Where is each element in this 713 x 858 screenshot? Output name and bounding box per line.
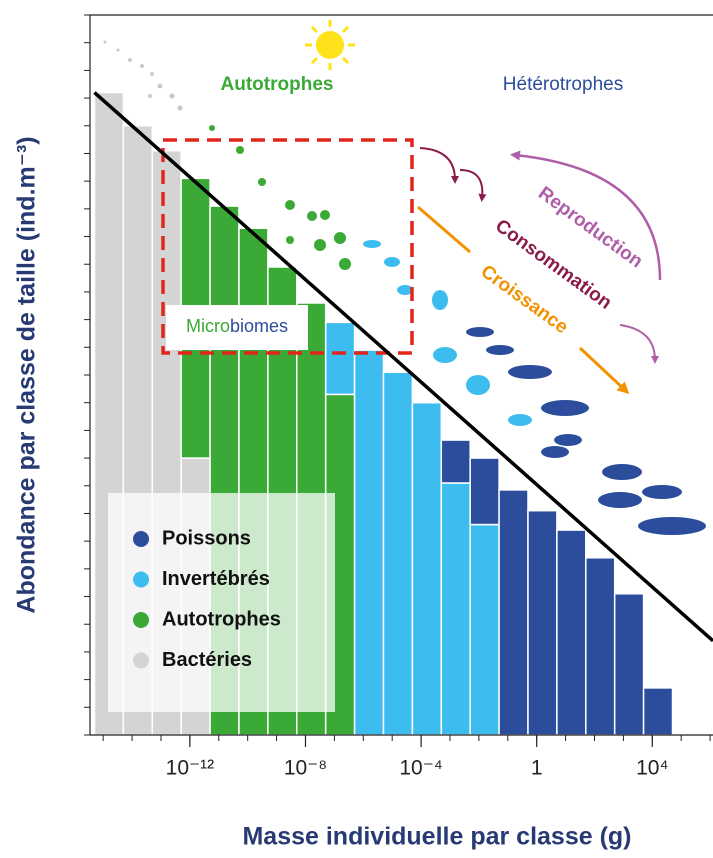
heterotrophs-label: Hétérotrophes xyxy=(503,74,623,95)
bar-segment xyxy=(470,458,499,524)
sun-disc xyxy=(316,31,344,59)
microbiomes-part: biomes xyxy=(230,316,288,336)
sun xyxy=(305,20,355,70)
chart: Autotrophes Hétérotrophes Microbiomes Re… xyxy=(0,0,713,858)
legend-marker xyxy=(133,572,149,588)
x-tick-label: 10⁻¹² xyxy=(166,757,214,780)
bar-segment xyxy=(355,350,384,735)
x-tick-label: 1 xyxy=(531,757,543,780)
x-axis-title: Masse individuelle par classe (g) xyxy=(242,823,631,851)
bar-segment xyxy=(557,530,586,735)
x-tick-label: 10⁴ xyxy=(636,757,668,780)
bar-segment xyxy=(383,372,412,735)
legend-label: Poissons xyxy=(162,527,251,549)
legend-box xyxy=(108,493,335,712)
bar-segment xyxy=(528,511,557,735)
bar-segment xyxy=(499,490,528,735)
legend-label: Bactéries xyxy=(162,649,252,671)
bar-segment xyxy=(441,483,470,735)
legend-marker xyxy=(133,531,149,547)
y-axis-title: Abondance par classe de taille (ind.m⁻³) xyxy=(13,136,41,613)
legend: Poissons Invertébrés Autotrophes Bactéries xyxy=(108,493,335,712)
autotrophs-label: Autotrophes xyxy=(221,74,334,95)
growth-arrow xyxy=(580,348,625,390)
legend-label: Autotrophes xyxy=(162,608,281,630)
bar-segment xyxy=(412,403,441,735)
bar-segment xyxy=(326,322,355,394)
microbiomes-label: Microbiomes xyxy=(186,316,288,336)
x-tick-label: 10⁻⁸ xyxy=(284,757,327,780)
consumption-arrow xyxy=(420,148,455,180)
legend-label: Invertébrés xyxy=(162,568,270,590)
bar-segment xyxy=(441,440,470,483)
bar-segment xyxy=(586,558,615,735)
bar-segment xyxy=(470,525,499,735)
legend-marker xyxy=(133,612,149,628)
bar-segment xyxy=(644,688,673,735)
legend-marker xyxy=(133,653,149,669)
x-tick-label: 10⁻⁴ xyxy=(399,757,442,780)
consumption-arrow xyxy=(460,170,482,198)
growth-arrow xyxy=(418,207,470,252)
reproduction-arrow xyxy=(620,325,655,360)
microbiomes-part: Micro xyxy=(186,316,230,336)
bar-segment xyxy=(615,594,644,735)
